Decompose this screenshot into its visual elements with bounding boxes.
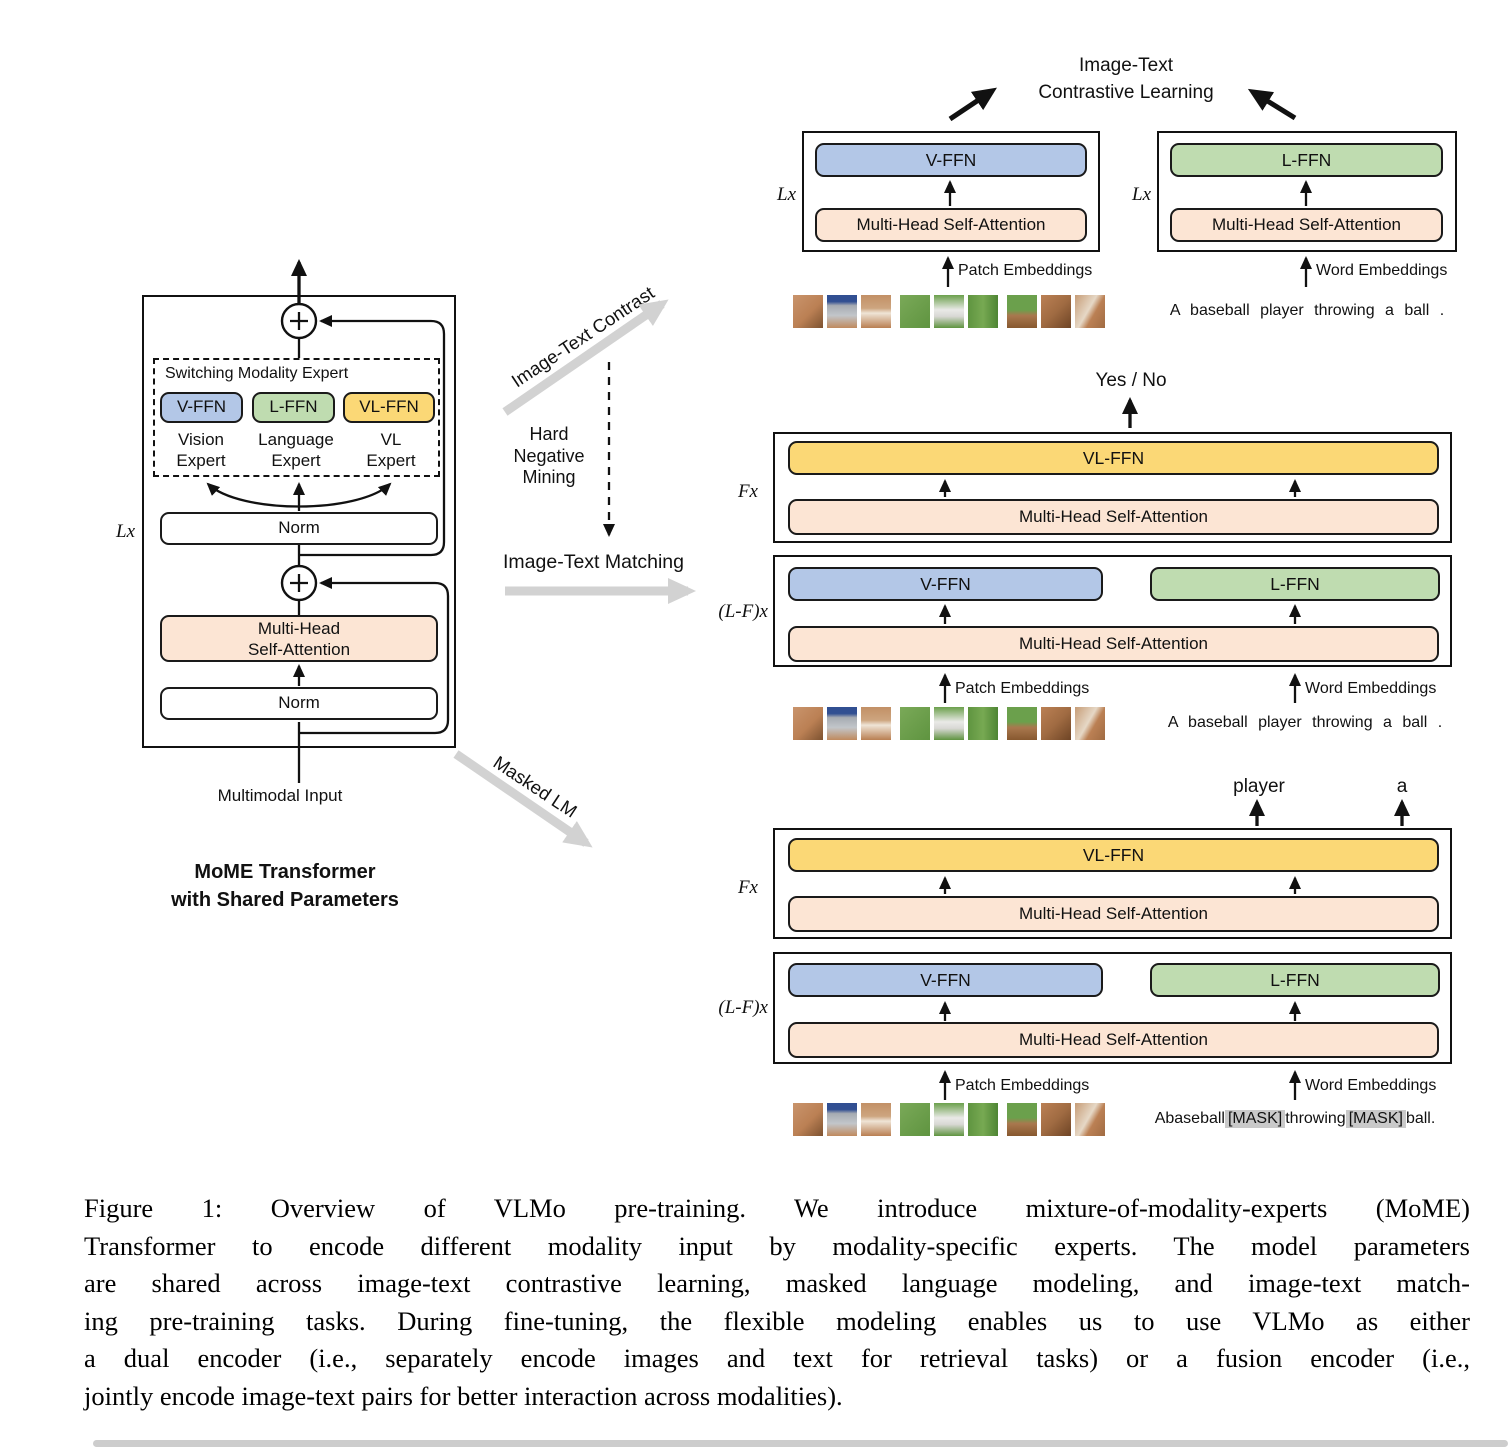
image-patch [900, 1103, 930, 1136]
image-patch [900, 295, 930, 328]
mlm-token: ball [1405, 1110, 1431, 1127]
patch-strip [793, 295, 1105, 328]
itc-lx-right-label: Lx [1132, 184, 1151, 205]
language-expert-ffn-box: L-FFN [252, 392, 335, 423]
itc-patch-embeddings-label: Patch Embeddings [958, 262, 1093, 279]
multimodal-input-label: Multimodal Input [217, 786, 343, 805]
switching-modality-expert-title: Switching Modality Expert [165, 365, 349, 382]
mlm-word-embeddings-label: Word Embeddings [1305, 1077, 1437, 1094]
itm-fx-label: Fx [737, 481, 758, 502]
itm-caption-sentence: A baseball player throwing a ball . [1167, 714, 1443, 731]
mlm-masked-sentence: A baseball [MASK] throwing [MASK] ball . [1115, 1110, 1475, 1128]
image-text-contrast-arrow [502, 299, 669, 416]
mlm-patch-embeddings-label: Patch Embeddings [955, 1077, 1090, 1094]
mlm-lffn-box: L-FFN [1150, 963, 1440, 997]
itc-word-embeddings-label: Word Embeddings [1316, 262, 1448, 279]
mlm-token: throwing [1285, 1110, 1346, 1127]
image-patch [1075, 295, 1105, 328]
hard-negative-mining-label: Hard Negative Mining [513, 424, 585, 487]
image-patch [1007, 1103, 1037, 1136]
caption-line: ing pre-training tasks. During fine-tuni… [84, 1305, 1470, 1336]
image-patch [968, 707, 998, 740]
vision-expert-ffn-box: V-FFN [160, 392, 243, 423]
horizontal-scrollbar[interactable] [93, 1440, 1508, 1447]
image-patch [827, 1103, 857, 1136]
norm-box-top: Norm [160, 512, 438, 545]
image-patch [793, 1103, 823, 1136]
itm-lffn-box: L-FFN [1150, 567, 1440, 601]
vl-expert-ffn-box: VL-FFN [343, 392, 435, 423]
mlm-mhsa-bottom-box: Multi-Head Self-Attention [788, 1022, 1439, 1058]
patch-strip [793, 707, 1105, 740]
itm-word-embeddings-label: Word Embeddings [1305, 680, 1437, 697]
mlm-token: A [1154, 1110, 1166, 1127]
mlm-token: baseball [1165, 1110, 1225, 1127]
image-text-contrast-label: Image-Text Contrast [507, 281, 658, 392]
caption-line: are shared across image-text contrastive… [84, 1268, 1470, 1298]
patch-strip [793, 1103, 1105, 1136]
itm-vlffn-box: VL-FFN [788, 441, 1439, 475]
mlm-output-word-1: player [1233, 776, 1285, 797]
image-patch [934, 295, 964, 328]
image-patch [1007, 295, 1037, 328]
mlm-vlffn-box: VL-FFN [788, 838, 1439, 872]
image-patch [827, 707, 857, 740]
image-patch [827, 295, 857, 328]
masked-lm-label: Masked LM [489, 751, 581, 822]
mome-transformer-caption: MoME Transformer with Shared Parameters [171, 861, 399, 911]
itc-mhsa-right-box: Multi-Head Self-Attention [1170, 208, 1443, 242]
image-patch [861, 295, 891, 328]
itc-mhsa-left-box: Multi-Head Self-Attention [815, 208, 1087, 242]
mlm-token: . [1430, 1110, 1436, 1127]
mlm-mask-token: [MASK] [1345, 1110, 1406, 1128]
image-patch [861, 1103, 891, 1136]
itm-lf-label: (L-F)x [718, 601, 768, 622]
itc-lx-left-label: Lx [777, 184, 796, 205]
mlm-lf-label: (L-F)x [718, 997, 768, 1018]
image-patch [934, 1103, 964, 1136]
figure-caption: Figure 1: Overview of VLMo pre-training.… [84, 1190, 1470, 1415]
image-patch [934, 707, 964, 740]
image-patch [1007, 707, 1037, 740]
mhsa-box-left: Multi-Head Self-Attention [160, 615, 438, 662]
image-patch [1041, 707, 1071, 740]
mlm-mask-token: [MASK] [1224, 1110, 1286, 1128]
image-text-matching-label: Image-Text Matching [503, 551, 684, 573]
itm-mhsa-bottom-box: Multi-Head Self-Attention [788, 626, 1439, 662]
itm-output-label: Yes / No [1095, 370, 1167, 391]
vision-expert-sublabel: Vision Expert [176, 430, 226, 470]
mlm-vffn-box: V-FFN [788, 963, 1103, 997]
image-patch [968, 295, 998, 328]
itc-title: Image-Text Contrastive Learning [1038, 55, 1214, 103]
image-patch [900, 707, 930, 740]
vl-expert-sublabel: VL Expert [366, 430, 416, 470]
itm-vffn-box: V-FFN [788, 567, 1103, 601]
image-patch [968, 1103, 998, 1136]
itm-patch-embeddings-label: Patch Embeddings [955, 680, 1090, 697]
image-patch [861, 707, 891, 740]
language-expert-sublabel: Language Expert [258, 430, 334, 470]
mlm-fx-label: Fx [737, 877, 758, 898]
norm-box-bottom: Norm [160, 687, 438, 720]
caption-line: Figure 1: Overview of VLMo pre-training.… [84, 1193, 1470, 1223]
itc-vffn-box: V-FFN [815, 143, 1087, 177]
mlm-mhsa-top-box: Multi-Head Self-Attention [788, 896, 1439, 932]
caption-line: Transformer to encode different modality… [84, 1230, 1470, 1261]
caption-line: jointly encode image-text pairs for bett… [84, 1380, 843, 1411]
image-patch [1075, 1103, 1105, 1136]
image-patch [793, 707, 823, 740]
layers-count-label: Lx [116, 521, 135, 542]
mlm-output-word-2: a [1396, 776, 1408, 797]
image-patch [1041, 295, 1071, 328]
image-patch [1041, 1103, 1071, 1136]
image-patch [1075, 707, 1105, 740]
itc-lffn-box: L-FFN [1170, 143, 1443, 177]
itm-mhsa-top-box: Multi-Head Self-Attention [788, 499, 1439, 535]
caption-line: a dual encoder (i.e., separately encode … [84, 1343, 1470, 1373]
image-patch [793, 295, 823, 328]
itc-caption-sentence: A baseball player throwing a ball . [1169, 302, 1445, 319]
